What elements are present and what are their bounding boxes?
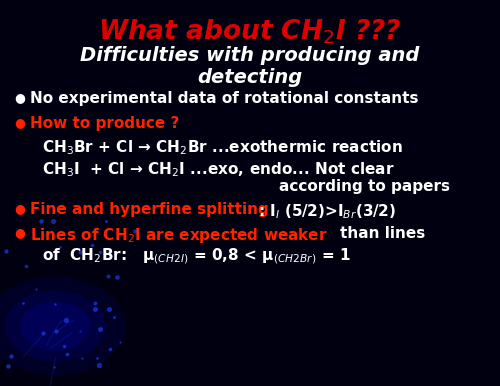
Text: Fine and hyperfine splitting: Fine and hyperfine splitting <box>30 202 269 217</box>
Text: than lines: than lines <box>340 226 425 241</box>
Text: ●: ● <box>14 116 25 129</box>
Text: Difficulties with producing and: Difficulties with producing and <box>80 46 419 65</box>
Ellipse shape <box>5 291 105 361</box>
Ellipse shape <box>20 301 90 350</box>
Text: CH$_3$Br + Cl → CH$_2$Br ...exothermic reaction: CH$_3$Br + Cl → CH$_2$Br ...exothermic r… <box>42 138 403 157</box>
Text: ●: ● <box>14 226 25 239</box>
Text: What about CH$_2$I ???: What about CH$_2$I ??? <box>98 18 402 46</box>
Text: of  CH$_2$Br:   μ$_{( CH2I ) }$ = 0,8 < μ$_{(CH2Br )}$ = 1: of CH$_2$Br: μ$_{( CH2I ) }$ = 0,8 < μ$_… <box>42 246 350 266</box>
Text: ●: ● <box>14 202 25 215</box>
Text: ●: ● <box>14 91 25 104</box>
Text: according to papers: according to papers <box>279 179 450 194</box>
Text: CH$_3$I  + Cl → CH$_2$I ...exo, endo... Not clear: CH$_3$I + Cl → CH$_2$I ...exo, endo... N… <box>42 160 395 179</box>
Text: detecting: detecting <box>198 68 302 87</box>
Text: : I$_I$ (5/2)>I$_{Br}$(3/2): : I$_I$ (5/2)>I$_{Br}$(3/2) <box>258 202 396 221</box>
Ellipse shape <box>0 277 125 375</box>
Text: Lines of CH$_2$I are expected weaker: Lines of CH$_2$I are expected weaker <box>30 226 328 245</box>
Text: How to produce ?: How to produce ? <box>30 116 180 131</box>
Text: No experimental data of rotational constants: No experimental data of rotational const… <box>30 91 418 106</box>
